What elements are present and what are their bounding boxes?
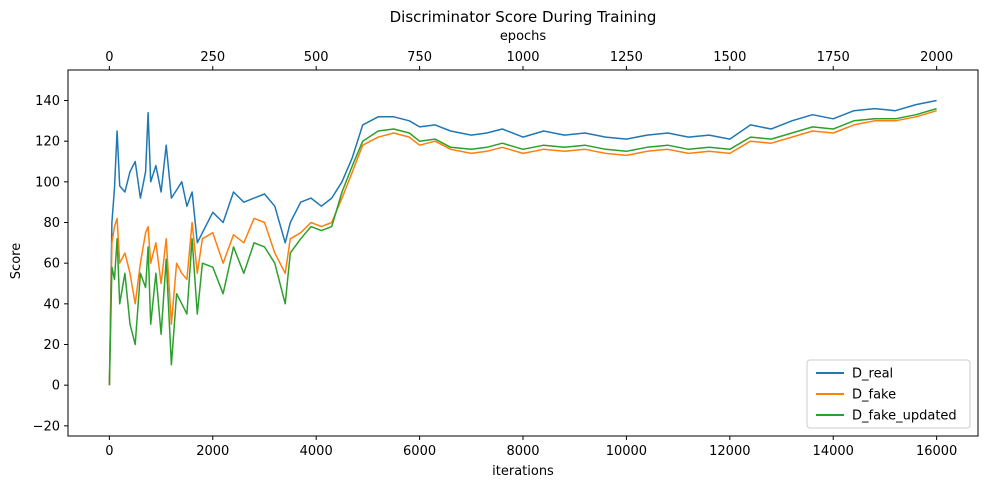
epoch-tick-label: 750 bbox=[407, 50, 432, 65]
y-tick-label: 60 bbox=[43, 257, 60, 272]
chart-title: Discriminator Score During Training bbox=[390, 8, 657, 26]
series-line-d-real bbox=[108, 99, 937, 386]
y-tick-label: −20 bbox=[33, 419, 60, 434]
series-layer bbox=[108, 99, 937, 386]
x-tick-label: 14000 bbox=[813, 444, 854, 459]
y-tick-label: 80 bbox=[43, 216, 60, 231]
score-axis-title: Score bbox=[9, 243, 24, 279]
series-line-d-fake bbox=[108, 109, 937, 386]
epoch-tick-label: 0 bbox=[105, 50, 113, 65]
x-tick-label: 8000 bbox=[506, 444, 539, 459]
y-tick-label: 40 bbox=[43, 297, 60, 312]
legend-label-d-fake: D_fake bbox=[852, 388, 896, 403]
x-tick-label: 10000 bbox=[606, 444, 647, 459]
y-tick-label: 0 bbox=[52, 379, 60, 394]
x-tick-label: 12000 bbox=[709, 444, 750, 459]
epoch-tick-label: 1000 bbox=[506, 50, 539, 65]
x-tick-label: 2000 bbox=[196, 444, 229, 459]
epoch-tick-label: 1750 bbox=[817, 50, 850, 65]
iterations-axis-title: iterations bbox=[492, 464, 554, 479]
epoch-tick-label: 1250 bbox=[610, 50, 643, 65]
y-tick-label: 20 bbox=[43, 338, 60, 353]
y-tick-label: 120 bbox=[35, 135, 60, 150]
x-tick-label: 16000 bbox=[916, 444, 957, 459]
epoch-tick-label: 250 bbox=[200, 50, 225, 65]
x-tick-label: 4000 bbox=[300, 444, 333, 459]
x-tick-label: 0 bbox=[105, 444, 113, 459]
epoch-tick-label: 500 bbox=[304, 50, 329, 65]
legend: D_real D_fake D_fake_updated bbox=[806, 359, 971, 429]
epochs-axis-title: epochs bbox=[500, 29, 547, 44]
x-tick-label: 6000 bbox=[403, 444, 436, 459]
y-tick-label: 100 bbox=[35, 175, 60, 190]
y-tick-label: 140 bbox=[35, 94, 60, 109]
series-line-d-fake-updated bbox=[108, 107, 937, 386]
legend-box bbox=[806, 359, 971, 429]
legend-label-d-real: D_real bbox=[852, 367, 893, 382]
epoch-tick-label: 2000 bbox=[920, 50, 953, 65]
legend-label-d-fake-updated: D_fake_updated bbox=[852, 409, 957, 424]
epoch-tick-label: 1500 bbox=[713, 50, 746, 65]
